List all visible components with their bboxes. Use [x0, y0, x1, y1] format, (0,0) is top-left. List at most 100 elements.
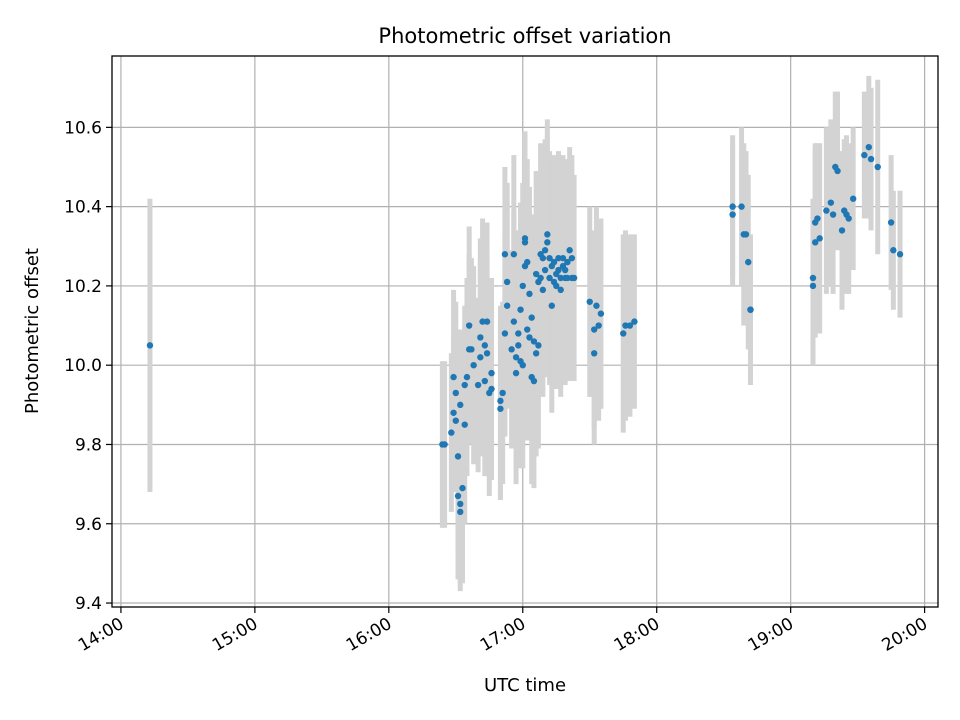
data-point	[890, 247, 897, 254]
data-point	[555, 266, 562, 274]
data-point	[591, 350, 598, 357]
data-point	[595, 322, 602, 329]
plot-frame	[111, 55, 939, 608]
data-point	[532, 270, 540, 278]
data-point	[561, 266, 569, 274]
data-point	[593, 302, 600, 309]
data-point	[568, 254, 576, 262]
data-point	[479, 318, 486, 325]
data-point	[526, 290, 533, 298]
y-tick-label: 10.4	[64, 198, 102, 218]
data-point	[564, 258, 571, 266]
data-point	[468, 346, 475, 353]
y-tick-label: 10.2	[64, 277, 102, 297]
data-point	[597, 310, 605, 317]
data-point	[849, 195, 857, 202]
data-point	[477, 334, 484, 341]
data-point	[550, 258, 558, 266]
data-point	[541, 266, 549, 274]
data-point	[738, 203, 745, 210]
data-point	[559, 254, 567, 262]
data-point	[454, 492, 462, 500]
x-axis-label: UTC time	[484, 675, 566, 696]
data-point	[477, 354, 484, 361]
data-point	[488, 385, 495, 393]
data-point	[441, 441, 448, 448]
data-point	[548, 302, 555, 309]
data-point	[535, 342, 542, 349]
data-point	[499, 389, 506, 397]
data-point	[532, 350, 540, 357]
data-point	[512, 369, 520, 377]
data-point	[524, 258, 531, 266]
data-point	[461, 381, 468, 389]
y-tick-label: 9.6	[75, 515, 102, 535]
data-point	[530, 377, 538, 385]
data-point	[463, 373, 471, 381]
data-point	[867, 155, 875, 163]
data-point	[622, 322, 629, 329]
data-point	[530, 338, 538, 345]
data-point	[838, 227, 846, 234]
data-point	[814, 215, 821, 222]
data-point	[809, 282, 817, 290]
data-point	[809, 274, 817, 282]
data-point	[812, 239, 819, 246]
data-point	[729, 203, 736, 210]
data-point	[557, 286, 564, 294]
data-point	[450, 373, 457, 381]
data-point	[501, 330, 509, 337]
data-point	[450, 409, 457, 416]
data-point	[861, 151, 868, 159]
data-point	[474, 381, 482, 389]
data-point	[829, 211, 837, 218]
data-point	[515, 342, 522, 349]
data-point	[896, 251, 904, 258]
data-point	[510, 251, 518, 258]
data-point	[570, 274, 578, 282]
data-point	[517, 306, 524, 313]
data-point	[512, 354, 520, 361]
data-point	[874, 163, 881, 171]
data-points	[146, 143, 904, 516]
data-point	[620, 330, 627, 337]
data-point	[747, 306, 754, 313]
data-point	[745, 258, 752, 266]
data-point	[515, 330, 522, 337]
data-point	[524, 326, 531, 333]
data-point	[470, 361, 477, 369]
data-point	[483, 318, 491, 325]
chart-title: Photometric offset variation	[378, 24, 671, 48]
data-point	[497, 397, 504, 405]
data-point	[521, 235, 529, 242]
data-point	[497, 405, 504, 412]
data-point	[887, 219, 895, 226]
data-point	[461, 421, 468, 428]
data-point	[553, 282, 560, 290]
data-point	[508, 346, 515, 353]
data-point	[452, 417, 459, 424]
y-axis-label: Photometric offset	[22, 248, 43, 414]
y-tick-label: 9.8	[75, 435, 102, 455]
y-tick-label: 10.6	[64, 118, 102, 138]
data-point	[459, 484, 466, 492]
data-point	[501, 251, 509, 258]
data-point	[546, 274, 553, 282]
data-point	[555, 254, 562, 262]
data-point	[823, 207, 830, 214]
data-point	[564, 274, 571, 282]
data-point	[457, 500, 464, 508]
data-point	[454, 453, 462, 460]
data-point	[503, 278, 511, 286]
data-point	[865, 143, 872, 151]
data-point	[631, 318, 638, 325]
data-point	[626, 322, 634, 329]
data-point	[539, 286, 547, 294]
data-point	[816, 235, 823, 242]
data-point	[519, 282, 526, 290]
data-point	[544, 239, 551, 246]
y-axis-ticks: 9.4 9.6 9.8 10.0 10.2 10.4 10.6	[64, 118, 112, 614]
data-point	[546, 254, 553, 262]
data-point	[457, 508, 464, 516]
